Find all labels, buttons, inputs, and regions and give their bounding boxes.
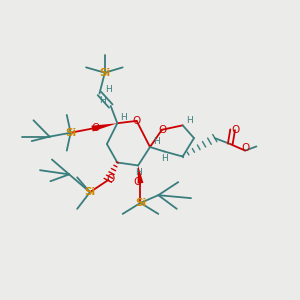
- Text: H: H: [121, 113, 127, 122]
- Text: H: H: [99, 96, 106, 105]
- Text: O: O: [134, 177, 142, 187]
- Text: H: H: [186, 116, 193, 125]
- Text: O: O: [241, 143, 249, 153]
- Text: H: H: [135, 168, 142, 177]
- Text: Si: Si: [135, 198, 146, 208]
- Text: Si: Si: [65, 128, 76, 138]
- Text: O: O: [159, 125, 167, 135]
- Text: O: O: [232, 125, 240, 135]
- Polygon shape: [137, 166, 143, 184]
- Polygon shape: [92, 123, 117, 131]
- Text: O: O: [133, 116, 141, 126]
- Text: O: O: [91, 123, 99, 133]
- Text: H: H: [153, 137, 160, 146]
- Text: H: H: [105, 85, 112, 94]
- Text: O: O: [106, 174, 115, 184]
- Text: Si: Si: [84, 187, 95, 197]
- Text: H: H: [161, 154, 168, 164]
- Text: Si: Si: [99, 68, 110, 78]
